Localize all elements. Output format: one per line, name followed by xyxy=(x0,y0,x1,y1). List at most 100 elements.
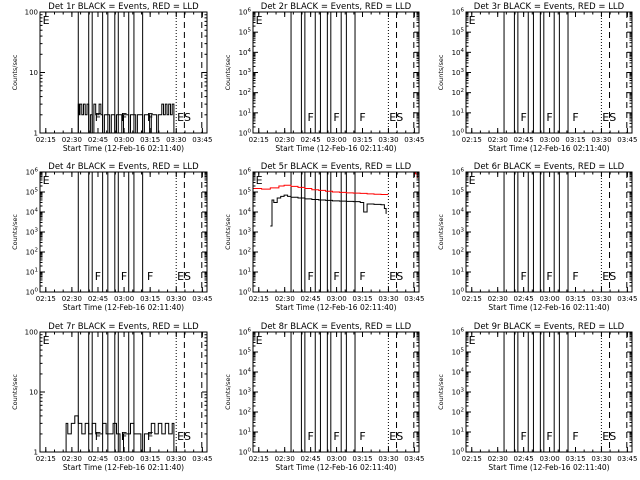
y-axis-label: Counts/sec xyxy=(437,374,445,410)
flag-label: F xyxy=(121,430,127,443)
y-tick-label: 106 xyxy=(452,8,465,17)
x-tick-label: 03:45 xyxy=(617,295,637,303)
panel-title: Det 8r BLACK = Events, RED = LLD xyxy=(261,322,412,332)
panel-det-1r: E F F F ES 1 10 100 02:15 02:30 02:45 03:00 03:15 03:… xyxy=(11,2,212,153)
flag-label: ES xyxy=(602,270,616,283)
y-tick-label: 101 xyxy=(26,268,38,277)
y-tick-label: 105 xyxy=(452,188,465,197)
y-tick-label: 104 xyxy=(239,48,252,57)
y-tick-label: 101 xyxy=(239,108,251,117)
y-tick-label: 104 xyxy=(26,208,39,217)
y-tick-label: 104 xyxy=(239,368,252,377)
y-tick-label: 102 xyxy=(26,248,38,257)
series-line-events xyxy=(64,415,175,453)
x-tick-label: 03:45 xyxy=(617,455,637,463)
y-axis-label: Counts/sec xyxy=(11,374,19,410)
flag-label: F xyxy=(359,111,365,124)
x-tick-label: 03:15 xyxy=(352,295,372,303)
x-tick-label: 02:15 xyxy=(36,455,56,463)
flag-label: E xyxy=(43,14,50,27)
flag-label: ES xyxy=(602,430,616,443)
x-tick-label: 03:30 xyxy=(591,136,611,144)
x-tick-label: 02:30 xyxy=(275,136,295,144)
flag-label: ES xyxy=(177,111,191,124)
y-tick-label: 104 xyxy=(452,208,465,217)
flag-label: F xyxy=(333,111,339,124)
flag-label: F xyxy=(520,111,526,124)
x-tick-label: 02:15 xyxy=(462,455,482,463)
panel-det-5r: E F F F ES 100 101 102 103 104 105 106 02:15 02:30 02:… xyxy=(224,162,424,312)
y-tick-label: 106 xyxy=(452,168,465,177)
y-axis-label: Counts/sec xyxy=(224,54,232,90)
y-tick-label: 106 xyxy=(239,168,252,177)
panel-title: Det 9r BLACK = Events, RED = LLD xyxy=(474,322,625,332)
x-tick-label: 02:15 xyxy=(249,295,269,303)
y-axis-label: Counts/sec xyxy=(437,54,445,90)
y-tick-label: 106 xyxy=(452,328,465,337)
flag-label: F xyxy=(333,430,339,443)
y-axis-label: Counts/sec xyxy=(437,214,445,250)
x-tick-label: 03:30 xyxy=(166,136,186,144)
series-line-lld xyxy=(253,171,420,195)
panel-title: Det 1r BLACK = Events, RED = LLD xyxy=(48,2,199,12)
flag-label: F xyxy=(147,111,153,124)
y-axis-label: Counts/sec xyxy=(11,214,19,250)
flag-label: ES xyxy=(389,111,403,124)
flag-label: F xyxy=(572,111,578,124)
y-tick-label: 106 xyxy=(26,168,39,177)
x-tick-label: 03:15 xyxy=(352,455,372,463)
flag-label: F xyxy=(307,111,313,124)
flag-label: F xyxy=(307,270,313,283)
y-tick-label: 105 xyxy=(452,28,465,37)
flag-label: F xyxy=(546,430,552,443)
x-tick-label: 02:30 xyxy=(488,455,508,463)
y-tick-label: 100 xyxy=(26,288,39,297)
x-axis-label: Start Time (12-Feb-16 02:11:40) xyxy=(488,303,609,312)
x-axis-label: Start Time (12-Feb-16 02:11:40) xyxy=(275,303,396,312)
y-tick-label: 100 xyxy=(239,288,252,297)
x-tick-label: 03:00 xyxy=(326,295,346,303)
y-tick-label: 105 xyxy=(239,28,252,37)
flag-label: E xyxy=(256,14,263,27)
y-tick-label: 102 xyxy=(239,88,251,97)
panel-title: Det 7r BLACK = Events, RED = LLD xyxy=(48,322,199,332)
x-tick-label: 03:00 xyxy=(114,455,134,463)
x-tick-label: 02:45 xyxy=(301,136,321,144)
x-tick-label: 03:15 xyxy=(140,136,160,144)
x-axis-label: Start Time (12-Feb-16 02:11:40) xyxy=(275,144,396,153)
x-tick-label: 02:30 xyxy=(275,455,295,463)
flag-label: F xyxy=(121,111,127,124)
flag-label: ES xyxy=(177,430,191,443)
panel-title: Det 2r BLACK = Events, RED = LLD xyxy=(261,2,412,12)
x-tick-label: 03:30 xyxy=(591,455,611,463)
y-tick-label: 103 xyxy=(239,388,252,397)
x-tick-label: 03:15 xyxy=(565,295,585,303)
x-tick-label: 03:30 xyxy=(378,295,398,303)
flag-label: E xyxy=(256,334,263,347)
flag-label: F xyxy=(147,430,153,443)
y-tick-label: 100 xyxy=(452,288,465,297)
x-tick-label: 03:15 xyxy=(352,136,372,144)
y-tick-label: 102 xyxy=(452,88,464,97)
flag-label: F xyxy=(121,270,127,283)
flag-label: E xyxy=(43,174,50,187)
y-tick-label: 106 xyxy=(239,328,252,337)
x-tick-label: 02:30 xyxy=(62,295,82,303)
y-tick-label: 1 xyxy=(34,130,38,138)
x-tick-label: 02:45 xyxy=(88,295,108,303)
y-tick-label: 104 xyxy=(452,48,465,57)
y-tick-label: 102 xyxy=(452,248,464,257)
x-tick-label: 03:15 xyxy=(565,136,585,144)
x-tick-label: 03:00 xyxy=(326,455,346,463)
y-tick-label: 104 xyxy=(239,208,252,217)
y-tick-label: 10 xyxy=(29,69,38,77)
x-tick-label: 02:45 xyxy=(514,295,534,303)
panel-det-6r: E F F F ES 100 101 102 103 104 105 106 02:15 02:30 02:… xyxy=(437,162,637,312)
flag-label: F xyxy=(546,111,552,124)
y-tick-label: 101 xyxy=(452,108,464,117)
y-tick-label: 102 xyxy=(452,408,464,417)
flag-label: F xyxy=(147,270,153,283)
x-tick-label: 02:45 xyxy=(301,455,321,463)
flag-label: ES xyxy=(389,270,403,283)
x-tick-label: 03:30 xyxy=(591,295,611,303)
